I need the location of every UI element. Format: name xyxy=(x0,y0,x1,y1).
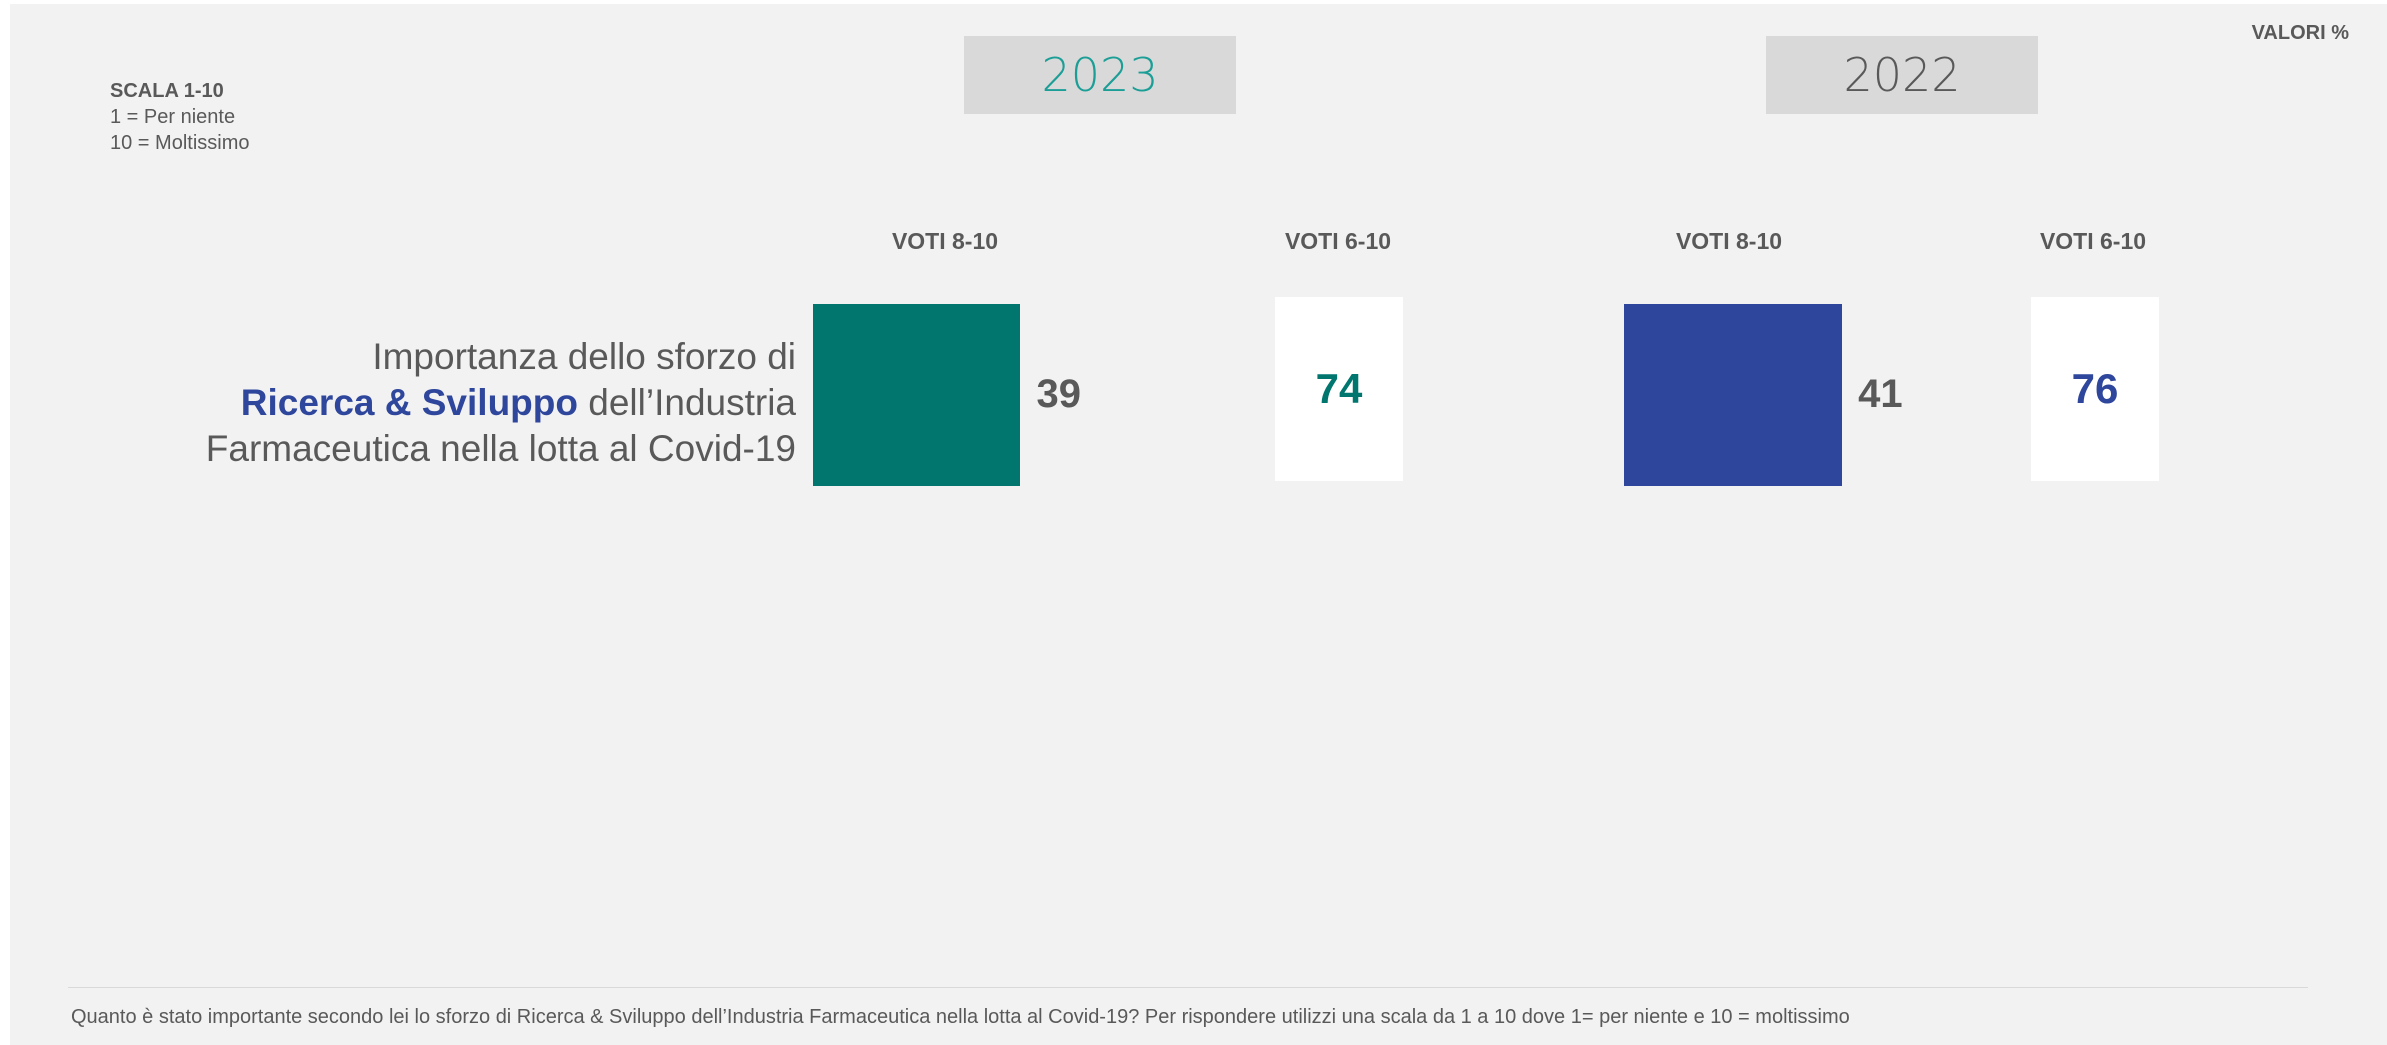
col-header-2022-broad: VOTI 6-10 xyxy=(2039,228,2147,254)
bar-2022-voti-8-10 xyxy=(1624,304,1843,486)
chart-panel xyxy=(10,4,2387,1045)
scale-title: SCALA 1-10 xyxy=(110,80,224,102)
question-line-3: Farmaceutica nella lotta al Covid-19 xyxy=(205,428,796,469)
value-box-2022-voti-6-10: 76 xyxy=(2031,297,2159,481)
year-header-2022: 2022 xyxy=(1766,36,2038,114)
year-header-2023: 2023 xyxy=(964,36,1236,114)
scale-max-label: 10 = Moltissimo xyxy=(110,132,250,154)
footer-divider xyxy=(68,987,2308,988)
col-header-2022-top: VOTI 8-10 xyxy=(1675,228,1783,254)
col-header-2023-top: VOTI 8-10 xyxy=(891,228,999,254)
footer-note: Quanto è stato importante secondo lei lo… xyxy=(71,1006,1850,1028)
col-header-2023-broad: VOTI 6-10 xyxy=(1284,228,1392,254)
bar-value-2022: 41 xyxy=(1858,372,1903,416)
unit-note: VALORI % xyxy=(2251,22,2349,44)
question-line-1: Importanza dello sforzo di xyxy=(372,336,796,377)
question-label: Importanza dello sforzo di Ricerca & Svi… xyxy=(206,334,796,472)
bar-2023-voti-8-10 xyxy=(813,304,1021,486)
scale-legend: SCALA 1-10 1 = Per niente 10 = Moltissim… xyxy=(110,78,250,156)
question-highlight: Ricerca & Sviluppo xyxy=(240,382,578,423)
question-line-2: Ricerca & Sviluppo dell’Industria xyxy=(206,380,796,426)
question-line-2-rest: dell’Industria xyxy=(577,382,796,423)
scale-min-label: 1 = Per niente xyxy=(110,106,236,128)
value-box-2023-voti-6-10: 74 xyxy=(1275,297,1403,481)
bar-value-2023: 39 xyxy=(1036,372,1081,416)
